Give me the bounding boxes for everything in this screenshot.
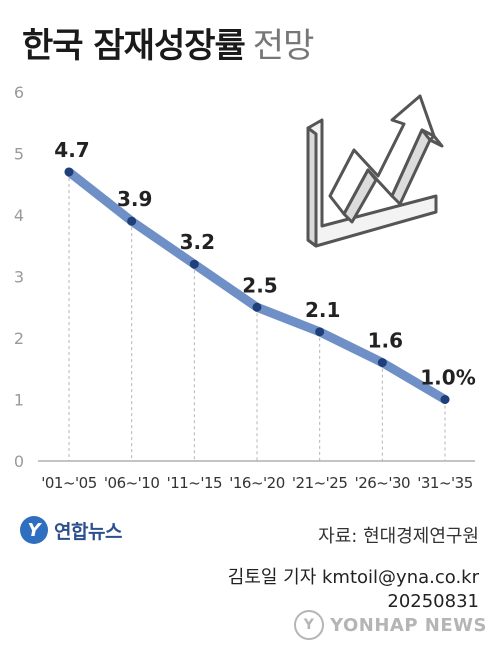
yonhap-logo: Y 연합뉴스 <box>20 516 122 544</box>
watermark-icon: Y <box>294 610 325 640</box>
publish-date: 20250831 <box>387 591 479 612</box>
title-sub: 전망 <box>252 26 315 66</box>
title-main: 한국 잠재성장률 <box>22 26 246 66</box>
data-point <box>252 302 262 312</box>
x-tick-label: '11~'15 <box>167 474 223 492</box>
y-tick-label: 6 <box>14 83 24 102</box>
x-tick-label: '21~'25 <box>292 474 348 492</box>
rising-arrow-illustration-icon <box>306 94 444 248</box>
data-point <box>127 216 137 226</box>
data-point <box>377 358 387 368</box>
x-tick-label: '16~'20 <box>229 474 285 492</box>
y-tick-label: 0 <box>14 452 24 471</box>
watermark-text: YONHAP NEWS <box>330 614 487 636</box>
y-tick-label: 5 <box>14 145 24 164</box>
reporter-credit: 김토일 기자 kmtoil@yna.co.kr <box>227 567 479 588</box>
data-label: 3.9 <box>117 187 152 211</box>
data-point <box>189 259 199 269</box>
line-chart: 0 1 2 3 4 5 6 '01~'05 '06~'10 '11~'15 '16~'20 '21~'… <box>14 83 476 492</box>
y-tick-label: 2 <box>14 329 24 348</box>
yonhap-news-watermark: Y YONHAP NEWS <box>294 610 487 640</box>
data-label: 3.2 <box>180 230 215 254</box>
y-tick-label: 4 <box>14 206 24 225</box>
data-point <box>64 167 74 177</box>
credit-block: 김토일 기자 kmtoil@yna.co.kr 20250831 <box>228 566 479 614</box>
data-label: 1.0% <box>420 366 475 390</box>
x-tick-label: '31~'35 <box>417 474 473 492</box>
x-tick-label: '26~'30 <box>355 474 411 492</box>
yonhap-logo-icon: Y <box>20 516 48 544</box>
data-label: 2.5 <box>242 273 277 297</box>
y-tick-label: 1 <box>14 391 24 410</box>
data-label: 2.1 <box>305 298 340 322</box>
page-title: 한국 잠재성장률 전망 <box>22 18 315 67</box>
x-tick-label: '06~'10 <box>104 474 160 492</box>
data-point <box>315 327 325 337</box>
y-tick-label: 3 <box>14 268 24 287</box>
logo-text: 연합뉴스 <box>54 520 122 543</box>
x-tick-label: '01~'05 <box>41 474 97 492</box>
data-label: 4.7 <box>54 138 89 162</box>
data-point <box>440 395 450 404</box>
data-label: 1.6 <box>368 329 403 353</box>
source-text: 자료: 현대경제연구원 <box>318 526 479 547</box>
